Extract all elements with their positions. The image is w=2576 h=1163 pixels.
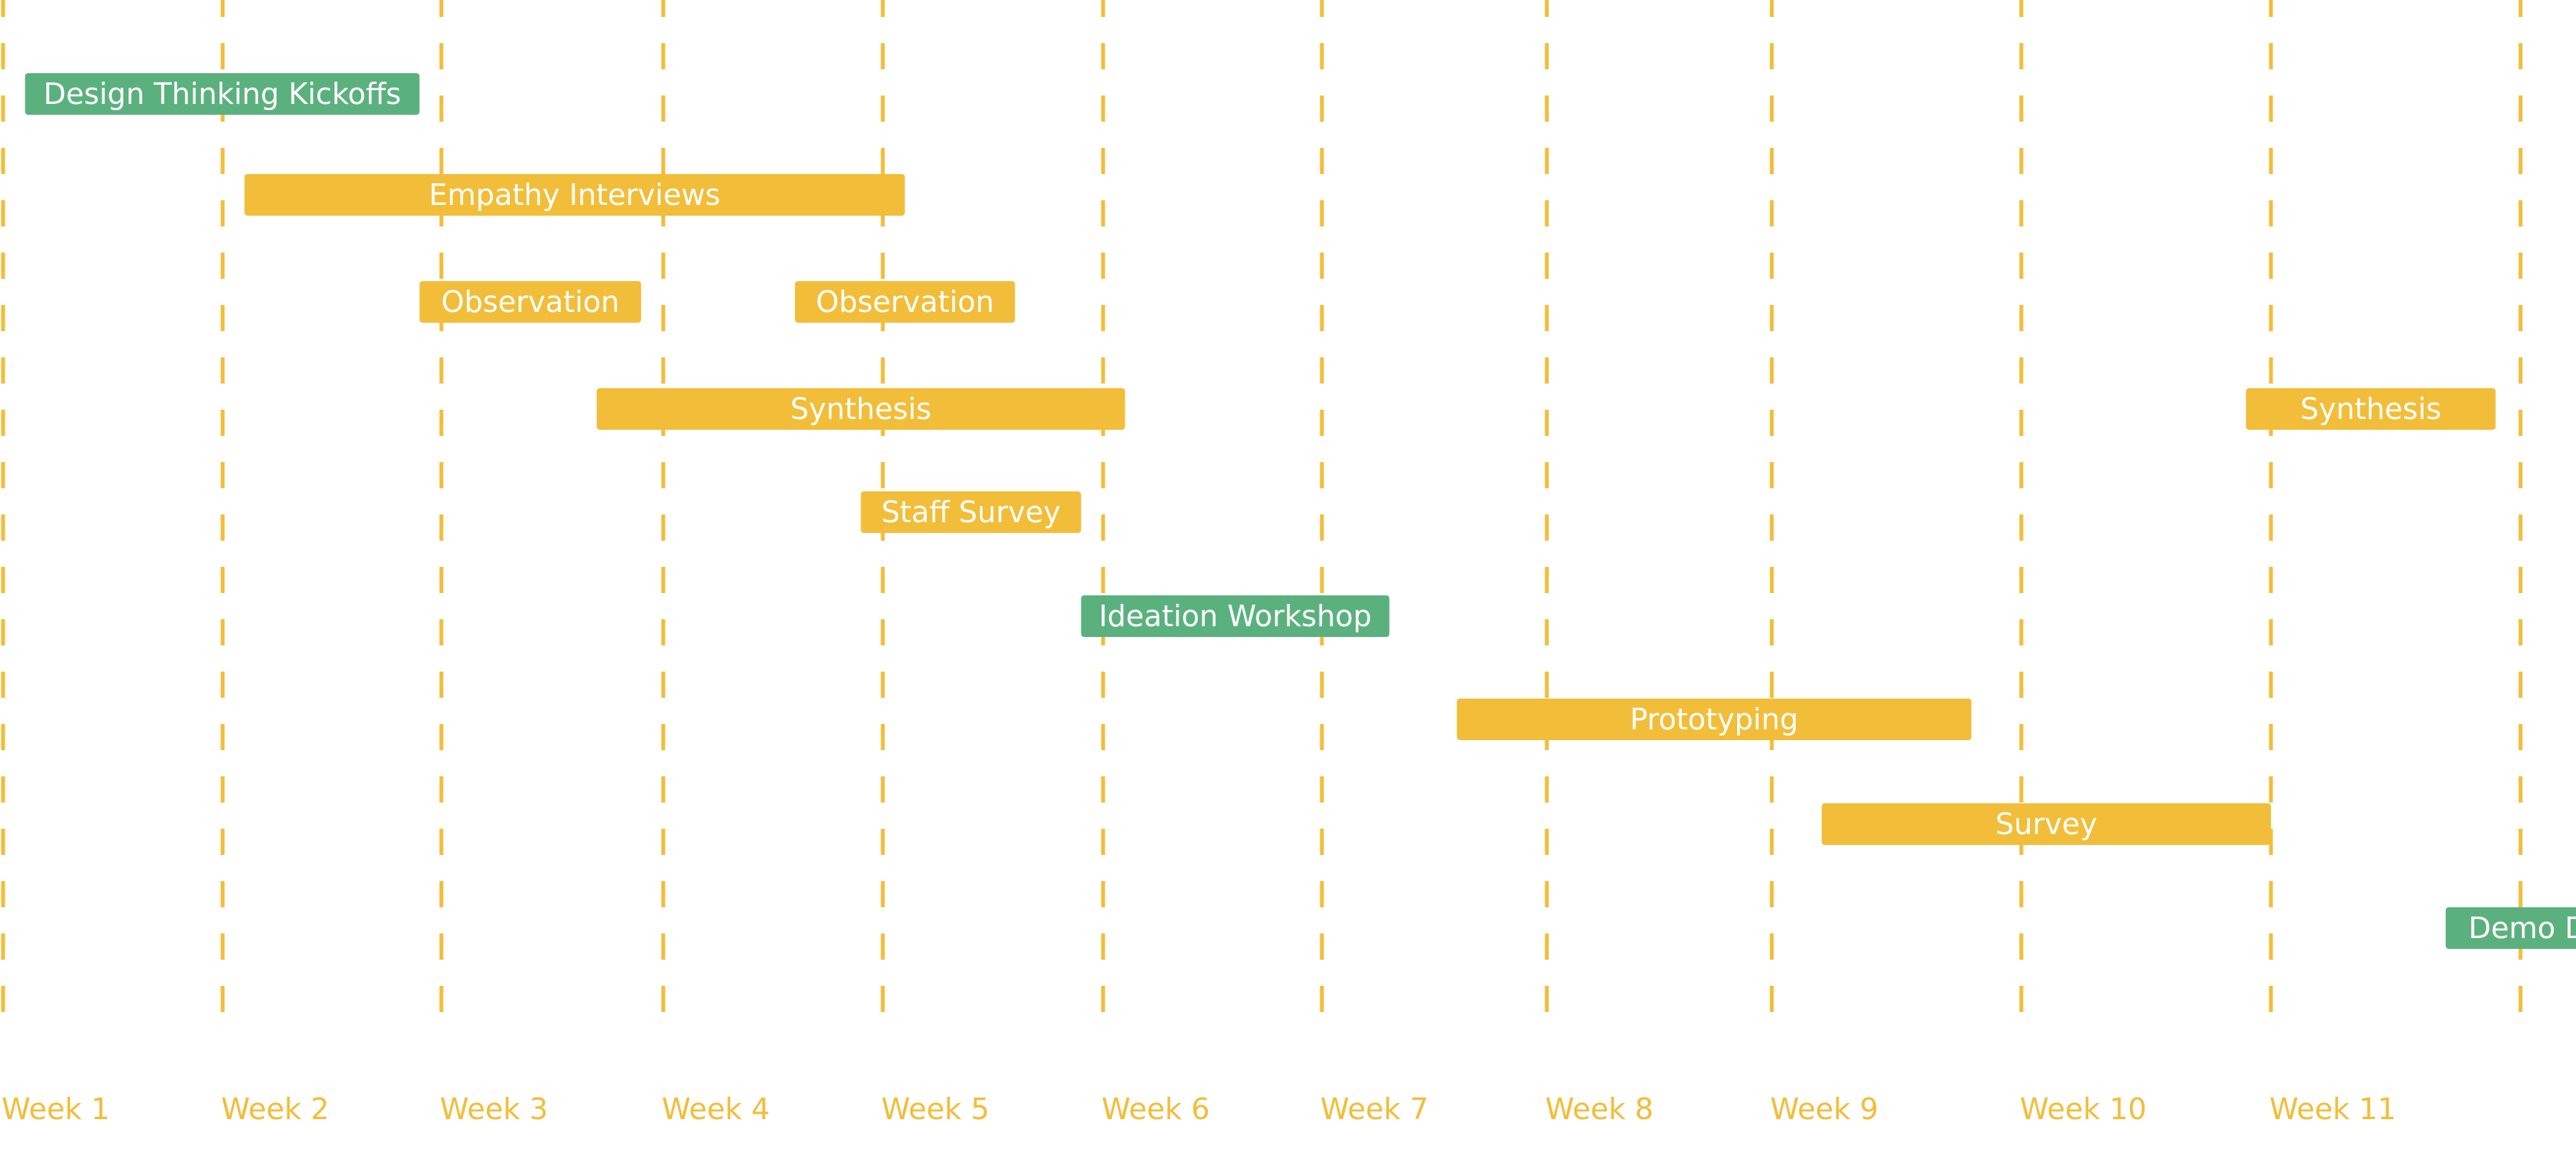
week-label: Week 5 bbox=[881, 1092, 989, 1126]
task-label: Synthesis bbox=[2300, 392, 2441, 426]
activity-bar bbox=[244, 174, 905, 216]
week-label: Week 2 bbox=[221, 1092, 329, 1126]
task-label: Staff Survey bbox=[881, 495, 1061, 529]
week-label: Week 3 bbox=[440, 1092, 548, 1126]
milestone-bar bbox=[2445, 907, 2576, 949]
milestone-bar bbox=[25, 73, 420, 115]
task-label: Observation bbox=[441, 285, 619, 319]
activity-bar bbox=[860, 491, 1082, 533]
activity-bar bbox=[2246, 388, 2496, 430]
week-label: Week 11 bbox=[2269, 1092, 2397, 1126]
task-label: Empathy Interviews bbox=[429, 178, 720, 212]
week-label: Week 10 bbox=[2020, 1092, 2147, 1126]
task-label: Prototyping bbox=[1630, 702, 1799, 736]
task-label: Demo Day bbox=[2468, 911, 2576, 945]
activity-bar bbox=[795, 281, 1015, 323]
task-label: Design Thinking Kickoffs bbox=[43, 77, 401, 111]
activity-bar bbox=[419, 281, 642, 323]
activity-bar bbox=[1821, 803, 2271, 845]
task-label: Ideation Workshop bbox=[1098, 599, 1371, 633]
week-label: Week 6 bbox=[1102, 1092, 1209, 1126]
week-label: Week 4 bbox=[662, 1092, 770, 1126]
task-label: Observation bbox=[816, 285, 994, 319]
week-label: Week 1 bbox=[2, 1092, 109, 1126]
activity-bar bbox=[596, 388, 1125, 430]
task-label: Survey bbox=[1995, 807, 2097, 841]
task-label: Synthesis bbox=[790, 392, 931, 426]
activity-bar bbox=[1457, 699, 1972, 740]
week-label: Week 7 bbox=[1320, 1092, 1428, 1126]
week-label: Week 8 bbox=[1545, 1092, 1653, 1126]
week-label: Week 9 bbox=[1770, 1092, 1878, 1126]
milestone-bar bbox=[1081, 595, 1390, 637]
